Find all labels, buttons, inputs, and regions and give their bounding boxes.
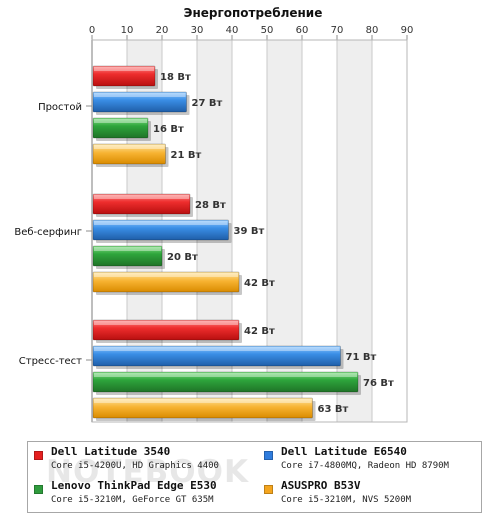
bar xyxy=(92,345,341,367)
bar-value-label: 39 Вт xyxy=(234,226,265,237)
legend-item-dell-latitude-3540: Dell Latitude 3540 Core i5-4200U, HD Gra… xyxy=(34,444,244,475)
bar xyxy=(92,271,240,293)
x-tick-label: 50 xyxy=(261,25,274,36)
legend-desc: Core i5-4200U, HD Graphics 4400 xyxy=(51,461,219,471)
y-category-label: Стресс-тест xyxy=(19,356,82,367)
legend-desc: Core i5-3210M, NVS 5200M xyxy=(281,495,412,505)
x-tick-label: 40 xyxy=(226,25,239,36)
bar-highlight xyxy=(94,67,154,71)
legend-desc: Core i5-3210M, GeForce GT 635M xyxy=(51,495,214,505)
chart: Энергопотребление 0 10 20 30 40 50 60 70 80 90 Пр… xyxy=(14,6,414,423)
bar xyxy=(92,397,313,419)
legend-swatch-orange xyxy=(264,485,273,494)
plot-band xyxy=(337,40,372,422)
x-tick-label: 30 xyxy=(191,25,204,36)
bar-value-label: 21 Вт xyxy=(171,150,202,161)
bar-highlight xyxy=(94,195,189,199)
bar-value-label: 42 Вт xyxy=(244,278,275,289)
bar-value-label: 28 Вт xyxy=(195,200,226,211)
legend-swatch-red xyxy=(34,451,43,460)
x-tick-label: 0 xyxy=(89,25,95,36)
bar-highlight xyxy=(94,93,186,97)
bar-highlight xyxy=(94,273,238,277)
bar xyxy=(92,319,240,341)
bar xyxy=(92,193,191,215)
y-category-label: Простой xyxy=(38,102,82,113)
x-tick-label: 60 xyxy=(296,25,309,36)
x-tick-label: 70 xyxy=(331,25,344,36)
bar-highlight xyxy=(94,145,165,149)
bar-highlight xyxy=(94,119,147,123)
bar-highlight xyxy=(94,247,161,251)
bar xyxy=(92,219,229,241)
x-tick-label: 90 xyxy=(401,25,414,36)
legend-swatch-blue xyxy=(264,451,273,460)
x-tick-label: 10 xyxy=(121,25,134,36)
bar-value-label: 76 Вт xyxy=(363,378,394,389)
bar-highlight xyxy=(94,347,340,351)
legend-item-dell-latitude-e6540: Dell Latitude E6540 Core i7-4800MQ, Rade… xyxy=(264,444,474,475)
bar-value-label: 18 Вт xyxy=(160,72,191,83)
legend-name: ASUSPRO B53V xyxy=(281,479,361,492)
bar-highlight xyxy=(94,373,357,377)
label-layer: 18 Вт 28 Вт 42 Вт 27 Вт 39 Вт 71 Вт 16 Вт 20 Вт… xyxy=(153,72,394,415)
category-layer: Простой Веб-серфинг Стресс-тест xyxy=(14,102,92,367)
x-tick-label: 20 xyxy=(156,25,169,36)
bar xyxy=(92,371,359,393)
bar-layer xyxy=(92,65,361,421)
bar-highlight xyxy=(94,221,228,225)
legend-item-asuspro-b53v: ASUSPRO B53V Core i5-3210M, NVS 5200M xyxy=(264,478,474,509)
bar xyxy=(92,117,149,139)
legend-name: Lenovo ThinkPad Edge E530 xyxy=(51,479,217,492)
bar-highlight xyxy=(94,399,312,403)
bar xyxy=(92,143,166,165)
legend-name: Dell Latitude E6540 xyxy=(281,445,407,458)
legend-desc: Core i7-4800MQ, Radeon HD 8790M xyxy=(281,461,449,471)
x-tick-label: 80 xyxy=(366,25,379,36)
bar-value-label: 42 Вт xyxy=(244,326,275,337)
legend: NOTEBOOK Dell Latitude 3540 Core i5-4200… xyxy=(27,441,482,513)
bar xyxy=(92,65,156,87)
y-category-label: Веб-серфинг xyxy=(14,227,82,238)
bar-value-label: 27 Вт xyxy=(192,98,223,109)
legend-name: Dell Latitude 3540 xyxy=(51,445,171,458)
plot-band xyxy=(372,40,407,422)
bar-value-label: 71 Вт xyxy=(346,352,377,363)
bar-value-label: 63 Вт xyxy=(318,404,349,415)
bar xyxy=(92,245,163,267)
tick-layer: 0 10 20 30 40 50 60 70 80 90 xyxy=(89,25,414,36)
legend-item-lenovo-thinkpad-edge-e530: Lenovo ThinkPad Edge E530 Core i5-3210M,… xyxy=(34,478,244,509)
bar-value-label: 16 Вт xyxy=(153,124,184,135)
bar-value-label: 20 Вт xyxy=(167,252,198,263)
bar xyxy=(92,91,187,113)
chart-title: Энергопотребление xyxy=(184,6,323,20)
bar-highlight xyxy=(94,321,238,325)
legend-swatch-green xyxy=(34,485,43,494)
